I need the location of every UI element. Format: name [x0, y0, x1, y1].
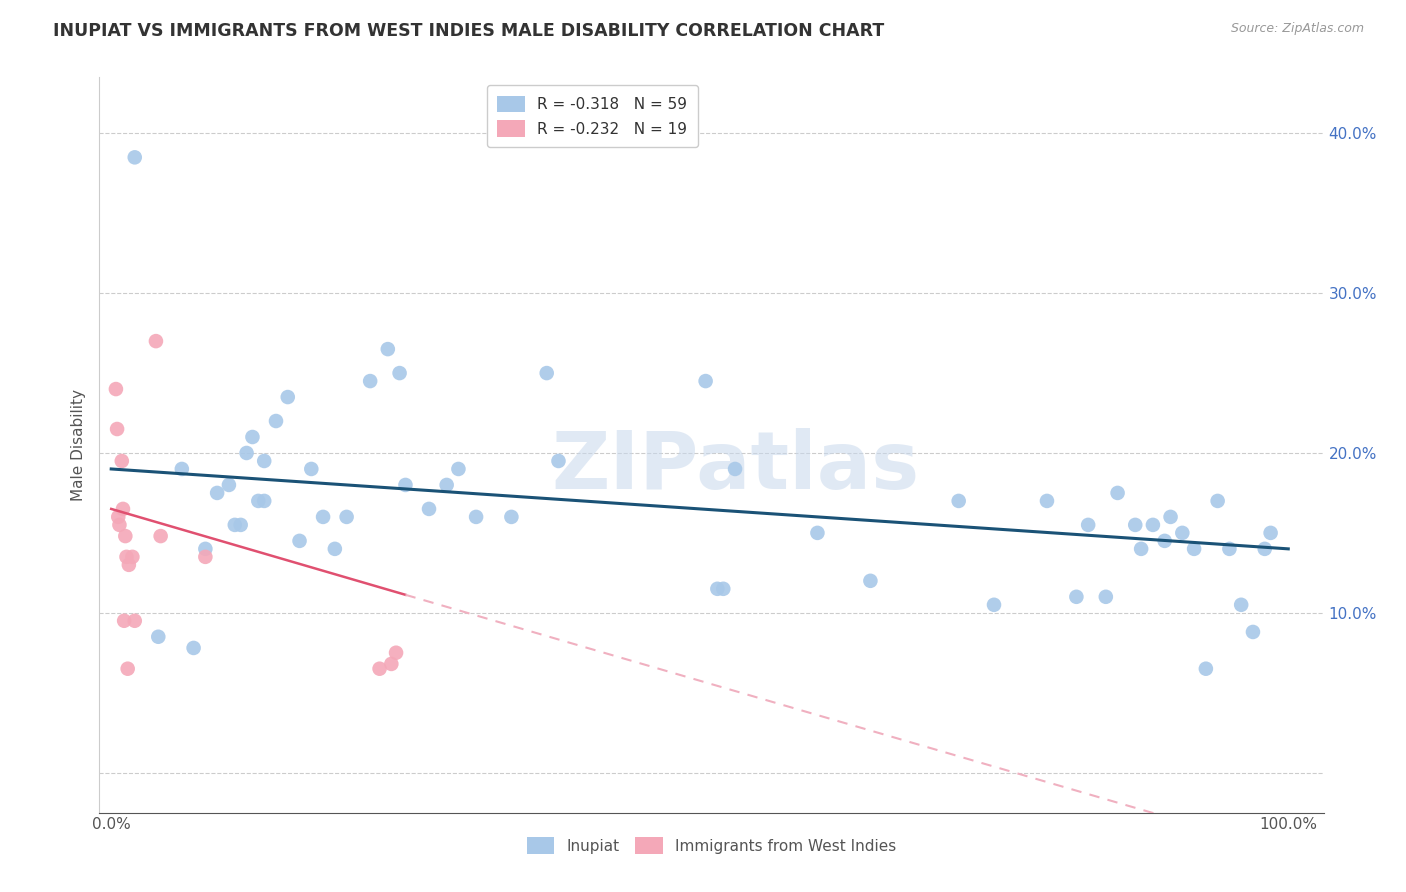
- Point: [121, 549, 143, 564]
- Point: [1241, 624, 1264, 639]
- Point: [118, 558, 141, 572]
- Point: [377, 342, 399, 356]
- Point: [124, 614, 146, 628]
- Point: [436, 478, 458, 492]
- Point: [194, 549, 217, 564]
- Point: [501, 509, 523, 524]
- Text: INUPIAT VS IMMIGRANTS FROM WEST INDIES MALE DISABILITY CORRELATION CHART: INUPIAT VS IMMIGRANTS FROM WEST INDIES M…: [53, 22, 884, 40]
- Point: [183, 640, 205, 655]
- Point: [368, 662, 391, 676]
- Point: [107, 509, 129, 524]
- Point: [235, 446, 257, 460]
- Point: [1077, 517, 1099, 532]
- Point: [1195, 662, 1218, 676]
- Point: [711, 582, 734, 596]
- Point: [205, 486, 228, 500]
- Point: [806, 525, 828, 540]
- Point: [149, 529, 172, 543]
- Point: [108, 517, 131, 532]
- Point: [380, 657, 402, 671]
- Point: [1107, 486, 1129, 500]
- Point: [1171, 525, 1194, 540]
- Point: [388, 366, 411, 380]
- Point: [536, 366, 558, 380]
- Point: [277, 390, 299, 404]
- Y-axis label: Male Disability: Male Disability: [72, 389, 86, 501]
- Point: [859, 574, 882, 588]
- Point: [385, 646, 408, 660]
- Point: [170, 462, 193, 476]
- Point: [1260, 525, 1282, 540]
- Point: [1130, 541, 1153, 556]
- Point: [299, 462, 322, 476]
- Point: [112, 614, 135, 628]
- Point: [948, 494, 970, 508]
- Point: [145, 334, 167, 348]
- Point: [194, 541, 217, 556]
- Text: ZIPatlas: ZIPatlas: [553, 428, 920, 506]
- Point: [1153, 533, 1175, 548]
- Point: [336, 509, 359, 524]
- Point: [224, 517, 246, 532]
- Point: [1182, 541, 1205, 556]
- Point: [724, 462, 747, 476]
- Point: [253, 494, 276, 508]
- Point: [1036, 494, 1059, 508]
- Point: [1142, 517, 1164, 532]
- Point: [1066, 590, 1088, 604]
- Point: [706, 582, 728, 596]
- Point: [1230, 598, 1253, 612]
- Text: Source: ZipAtlas.com: Source: ZipAtlas.com: [1230, 22, 1364, 36]
- Point: [1095, 590, 1118, 604]
- Point: [105, 422, 128, 436]
- Point: [323, 541, 346, 556]
- Point: [1123, 517, 1146, 532]
- Point: [115, 549, 138, 564]
- Point: [547, 454, 569, 468]
- Point: [148, 630, 170, 644]
- Point: [983, 598, 1005, 612]
- Point: [394, 478, 416, 492]
- Point: [312, 509, 335, 524]
- Point: [1254, 541, 1277, 556]
- Point: [104, 382, 127, 396]
- Point: [1218, 541, 1240, 556]
- Point: [114, 529, 136, 543]
- Point: [242, 430, 264, 444]
- Point: [264, 414, 287, 428]
- Point: [247, 494, 270, 508]
- Legend: R = -0.318   N = 59, R = -0.232   N = 19: R = -0.318 N = 59, R = -0.232 N = 19: [486, 85, 697, 147]
- Point: [124, 150, 146, 164]
- Point: [1206, 494, 1229, 508]
- Point: [447, 462, 470, 476]
- Point: [359, 374, 381, 388]
- Point: [1160, 509, 1182, 524]
- Point: [465, 509, 488, 524]
- Point: [111, 502, 134, 516]
- Point: [253, 454, 276, 468]
- Point: [229, 517, 252, 532]
- Point: [111, 454, 134, 468]
- Point: [288, 533, 311, 548]
- Point: [218, 478, 240, 492]
- Point: [418, 502, 440, 516]
- Point: [695, 374, 717, 388]
- Point: [117, 662, 139, 676]
